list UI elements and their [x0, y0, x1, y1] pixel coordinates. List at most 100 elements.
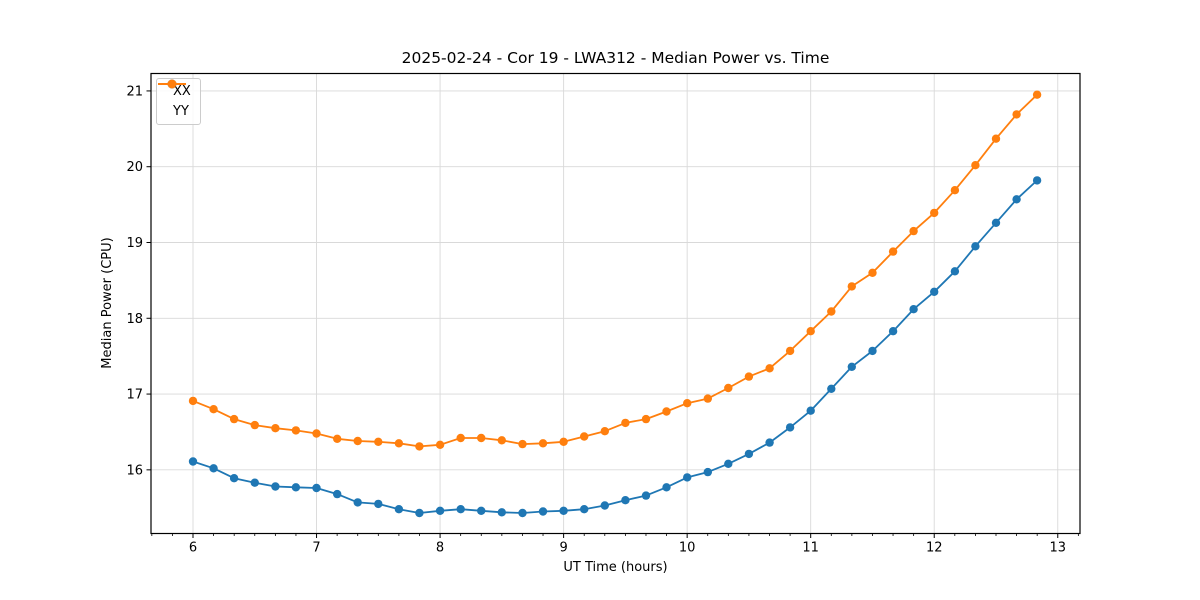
x-tick-label: 12: [926, 541, 943, 556]
series-yy-data-point: [703, 394, 712, 403]
series-xx-data-point: [909, 305, 918, 314]
x-tick-label: 7: [312, 541, 320, 556]
series-xx-data-point: [250, 478, 259, 487]
series-yy-data-point: [806, 327, 815, 336]
series-xx-data-point: [291, 483, 301, 492]
series-xx-data-point: [950, 267, 960, 276]
series-yy-data-point: [518, 439, 527, 449]
axes-frame: [150, 72, 1081, 535]
series-yy-data-point: [641, 414, 651, 424]
series-yy-data-point: [477, 433, 486, 443]
y-tick-label: 18: [126, 312, 143, 327]
series-xx-data-point: [806, 406, 815, 415]
series-xx-data-point: [435, 506, 445, 515]
series-yy-data-point: [847, 282, 856, 291]
series-yy-data-point: [435, 440, 445, 449]
legend-item-yy: YY: [158, 79, 191, 121]
legend-label-xx: XX: [173, 84, 191, 99]
series-yy-data-point: [1032, 90, 1042, 99]
series-yy-data-point: [971, 161, 980, 170]
series-xx-data-point: [868, 346, 877, 356]
series-yy-data-point: [621, 418, 630, 428]
series-yy-data-point: [250, 420, 259, 430]
series-xx-data-point: [374, 499, 383, 509]
series-yy-data-point: [188, 396, 198, 406]
y-tick-label: 19: [126, 236, 143, 251]
x-tick-label: 6: [189, 541, 197, 556]
series-yy-data-point: [271, 424, 280, 433]
series-yy-data-point: [312, 429, 321, 438]
series-xx-data-point: [353, 498, 362, 507]
legend: XX YY: [156, 78, 201, 125]
series-xx-data-point: [971, 242, 980, 251]
x-axis-label: UT Time (hours): [563, 560, 668, 575]
y-tick-label: 16: [126, 463, 143, 478]
series-xx-data-point: [600, 501, 609, 510]
series-yy-data-point: [415, 442, 424, 451]
series-xx-data-point: [538, 507, 548, 516]
series-xx-data-point: [1012, 195, 1021, 204]
series-yy-data-point: [724, 383, 733, 393]
series-yy-data-point: [229, 414, 239, 424]
series-xx-data-point: [744, 449, 754, 459]
series-yy-data-point: [868, 268, 877, 277]
series-yy-data-point: [662, 407, 671, 416]
y-axis-label: Median Power (CPU): [100, 237, 115, 369]
series-xx-data-point: [271, 482, 280, 491]
series-yy-data-point: [765, 364, 774, 373]
series-xx-data-point: [312, 483, 321, 493]
series-xx-data-point: [456, 505, 465, 514]
series-xx-data-point: [1032, 176, 1042, 185]
series-yy-data-point: [497, 436, 506, 445]
series-xx-data-point: [785, 423, 795, 432]
y-tick-label: 17: [126, 388, 143, 403]
series-xx-data-point: [621, 496, 630, 505]
series-yy-data-point: [744, 372, 754, 381]
series-xx-data-point: [415, 508, 424, 518]
series-xx-data-point: [188, 457, 198, 466]
series-yy-data-point: [683, 399, 692, 408]
series-xx-data-point: [930, 287, 939, 296]
legend-line-marker-yy-icon: [158, 79, 186, 89]
series-xx-data-point: [703, 467, 712, 477]
series-yy-data-point: [394, 439, 404, 448]
series-xx-data-point: [229, 474, 239, 483]
legend-label-yy: YY: [173, 104, 189, 119]
series-yy-data-point: [374, 437, 383, 446]
series-xx-data-point: [518, 508, 527, 518]
series-yy-data-point: [600, 427, 609, 436]
series-yy-data-point: [353, 436, 362, 446]
series-yy-data-point: [991, 134, 1001, 143]
series-yy-data-point: [785, 346, 795, 356]
series-yy-data-point: [291, 426, 301, 435]
chart-title: 2025-02-24 - Cor 19 - LWA312 - Median Po…: [401, 49, 830, 67]
series-yy-data-point: [888, 247, 898, 256]
series-yy-data-point: [538, 439, 548, 448]
series-yy-data-point: [930, 208, 939, 218]
series-yy-data-point: [950, 186, 960, 195]
series-xx-data-point: [765, 438, 774, 447]
series-xx-data-point: [888, 327, 898, 336]
series-xx-data-point: [394, 505, 404, 514]
x-tick-label: 8: [436, 541, 444, 556]
series-xx-data-point: [724, 459, 733, 468]
series-xx-data-point: [497, 508, 506, 517]
series-yy-data-point: [1012, 110, 1021, 119]
series-xx-data-point: [847, 362, 856, 371]
series-xx-data-point: [209, 464, 218, 473]
x-tick-label: 11: [802, 541, 819, 556]
series-yy-data-point: [580, 432, 589, 441]
y-tick-label: 20: [126, 160, 143, 175]
x-tick-label: 9: [559, 541, 567, 556]
series-xx-data-point: [477, 506, 486, 515]
series-xx-data-point: [641, 491, 651, 500]
x-tick-label: 10: [679, 541, 696, 556]
series-xx-data-point: [662, 483, 671, 492]
series-xx-data-point: [559, 506, 568, 515]
series-yy-data-point: [827, 307, 836, 316]
series-xx-data-point: [580, 505, 589, 514]
series-yy-data-point: [456, 433, 465, 443]
x-tick-label: 13: [1049, 541, 1066, 556]
